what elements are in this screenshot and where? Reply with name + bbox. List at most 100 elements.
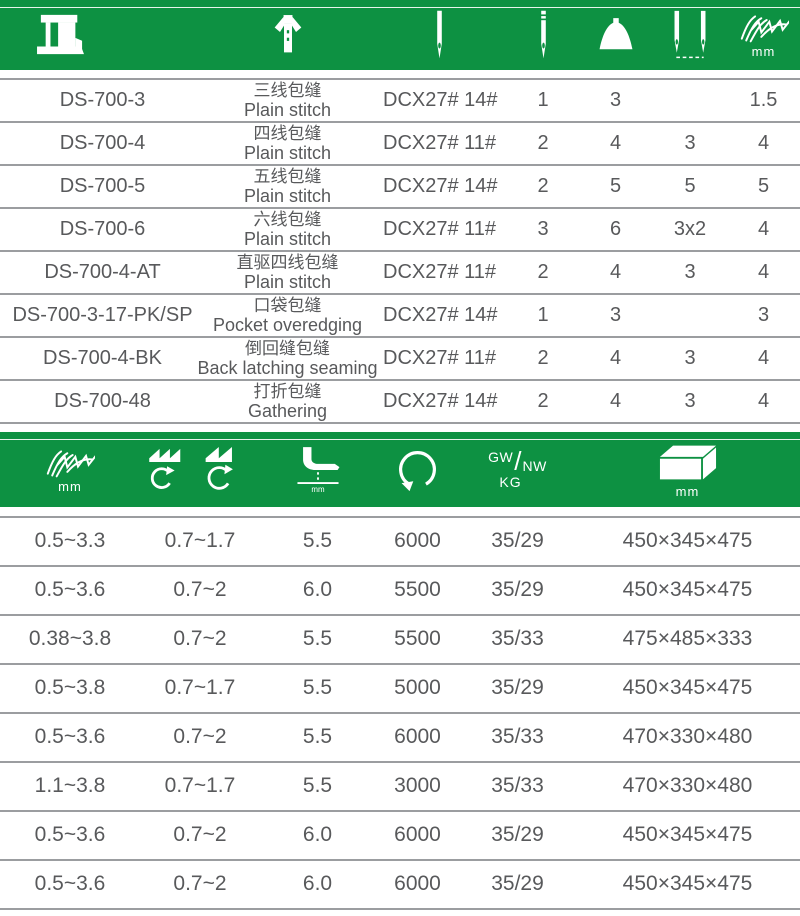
spec-row: DS-700-5 五线包缝 Plain stitch DCX27# 14# 2 … — [0, 166, 800, 209]
weight-cell: 35/29 — [491, 676, 544, 700]
stitch-type-cn: 五线包缝 — [253, 167, 322, 186]
carton-cell: 470×330×480 — [622, 774, 753, 798]
needle-system-cell: DCX27# 11# — [383, 218, 497, 240]
speed-cell: 5000 — [394, 676, 441, 700]
weight-cell: 35/29 — [491, 823, 544, 847]
overedge-width-cell: 3 — [757, 304, 770, 326]
stitch-type-cell: 倒回缝包缝 Back latching seaming — [197, 338, 377, 379]
stitch-type-en: Plain stitch — [243, 186, 332, 206]
spec-row: DS-700-4 四线包缝 Plain stitch DCX27# 11# 2 … — [0, 123, 800, 166]
overedge-width-cell: 4 — [757, 218, 770, 240]
overedge-width-mm-label: mm — [751, 44, 776, 59]
differential-feed-cell: 0.7~1.7 — [164, 529, 236, 553]
stitch-length-mm-label: mm — [58, 478, 82, 494]
header-cell-model — [0, 0, 205, 70]
stitch-type-cn: 口袋包缝 — [253, 296, 322, 315]
stitch-type-cn: 直驱四线包缝 — [236, 253, 339, 272]
model-cell: DS-700-4-BK — [43, 347, 162, 369]
overlock-machine-icon — [34, 12, 88, 58]
thread-count-cell: 3 — [609, 304, 622, 326]
threaded-needle-icon — [538, 9, 549, 62]
weight-slash: / — [514, 446, 522, 476]
header-cell-needle-system — [370, 0, 508, 70]
stitch-type-en: Gathering — [247, 401, 328, 421]
stitch-length-cell: 1.1~3.8 — [34, 774, 106, 798]
model-cell: DS-700-6 — [59, 218, 146, 240]
needle-gauge-cell: 3 — [684, 347, 696, 369]
thread-count-cell: 6 — [609, 218, 622, 240]
stitch-length-cell: 0.5~3.6 — [34, 823, 106, 847]
speed-cell: 6000 — [394, 823, 441, 847]
needle-count-cell: 3 — [537, 218, 549, 240]
foot-lift-cell: 6.0 — [302, 872, 333, 896]
thread-count-cell: 3 — [609, 89, 622, 111]
stitch-type-cell: 直驱四线包缝 Plain stitch — [205, 252, 370, 293]
needle-icon — [434, 9, 445, 62]
stitch-type-cn: 六线包缝 — [253, 210, 322, 229]
needle-count-cell: 1 — [537, 304, 549, 326]
weight-label: GW / NW KG — [488, 446, 547, 489]
stitch-type-cn: 倒回缝包缝 — [245, 339, 330, 358]
overedge-width-cell: 4 — [757, 132, 770, 154]
stitch-type-en: Plain stitch — [243, 100, 332, 120]
model-cell: DS-700-48 — [54, 390, 151, 412]
stitch-type-en: Plain stitch — [243, 272, 332, 292]
overedge-width-cell: 5 — [757, 175, 770, 197]
differential-feed-cell: 0.7~1.7 — [164, 676, 236, 700]
thread-count-cell: 4 — [609, 261, 622, 283]
differential-feed-icon — [145, 446, 255, 493]
performance-rows: 0.5~3.3 0.7~1.7 5.5 6000 35/29 450×345×4… — [0, 516, 800, 910]
differential-feed-cell: 0.7~2 — [173, 823, 227, 847]
stitch-type-cell: 五线包缝 Plain stitch — [205, 166, 370, 207]
spec-row: DS-700-6 六线包缝 Plain stitch DCX27# 11# 3 … — [0, 209, 800, 252]
performance-row: 1.1~3.8 0.7~1.7 5.5 3000 35/33 470×330×4… — [0, 763, 800, 812]
carton-cell: 450×345×475 — [622, 823, 753, 847]
needle-gauge-cell: 3 — [684, 390, 696, 412]
performance-row: 0.5~3.6 0.7~2 5.5 6000 35/33 470×330×480 — [0, 714, 800, 763]
spec-row: DS-700-48 打折包缝 Gathering DCX27# 14# 2 4 … — [0, 381, 800, 424]
model-spec-header: mm — [0, 0, 800, 70]
stitch-type-en: Plain stitch — [243, 229, 332, 249]
model-cell: DS-700-4 — [59, 132, 146, 154]
needle-system-cell: DCX27# 14# — [383, 304, 498, 326]
performance-row: 0.5~3.3 0.7~1.7 5.5 6000 35/29 450×345×4… — [0, 518, 800, 567]
header-cell-weight: GW / NW KG — [460, 432, 575, 507]
foot-lift-cell: 5.5 — [302, 627, 333, 651]
performance-row: 0.5~3.8 0.7~1.7 5.5 5000 35/29 450×345×4… — [0, 665, 800, 714]
foot-lift-cell: 6.0 — [302, 823, 333, 847]
needle-gauge-cell — [653, 80, 727, 121]
twin-needles-icon — [668, 10, 712, 61]
needle-count-cell: 2 — [537, 390, 549, 412]
needle-system-cell: DCX27# 14# — [383, 89, 498, 111]
needle-system-cell: DCX27# 14# — [383, 175, 498, 197]
stitch-type-en: Back latching seaming — [197, 358, 378, 378]
carton-cell: 470×330×480 — [622, 725, 753, 749]
speed-cell: 6000 — [394, 529, 441, 553]
header-cell-carton: mm — [575, 432, 800, 507]
speed-cell: 3000 — [394, 774, 441, 798]
thread-count-cell: 5 — [609, 175, 622, 197]
stitch-type-en: Pocket overedging — [212, 315, 363, 335]
stitch-length-cell: 0.5~3.6 — [34, 578, 106, 602]
thread-count-cell: 4 — [609, 132, 622, 154]
stitch-type-cn: 三线包缝 — [253, 81, 322, 100]
performance-row: 0.38~3.8 0.7~2 5.5 5500 35/33 475×485×33… — [0, 616, 800, 665]
weight-cell: 35/33 — [491, 774, 544, 798]
needle-system-cell: DCX27# 11# — [383, 347, 497, 369]
differential-feed-cell: 0.7~1.7 — [164, 774, 236, 798]
speed-cell: 5500 — [394, 627, 441, 651]
stitch-type-cn: 四线包缝 — [253, 124, 322, 143]
carton-mm-label: mm — [675, 484, 700, 499]
weight-nw: NW — [522, 458, 547, 474]
weight-gw: GW — [488, 449, 514, 465]
stitch-type-cn: 打折包缝 — [253, 382, 322, 401]
carton-cell: 450×345×475 — [622, 872, 753, 896]
foot-lift-cell: 6.0 — [302, 578, 333, 602]
presser-foot-lift-icon: mm — [290, 445, 346, 494]
needle-gauge-cell: 3 — [684, 132, 696, 154]
performance-row: 0.5~3.6 0.7~2 6.0 6000 35/29 450×345×475 — [0, 812, 800, 861]
speed-cell: 5500 — [394, 578, 441, 602]
model-cell: DS-700-5 — [59, 175, 146, 197]
stitch-length-cell: 0.38~3.8 — [28, 627, 112, 651]
